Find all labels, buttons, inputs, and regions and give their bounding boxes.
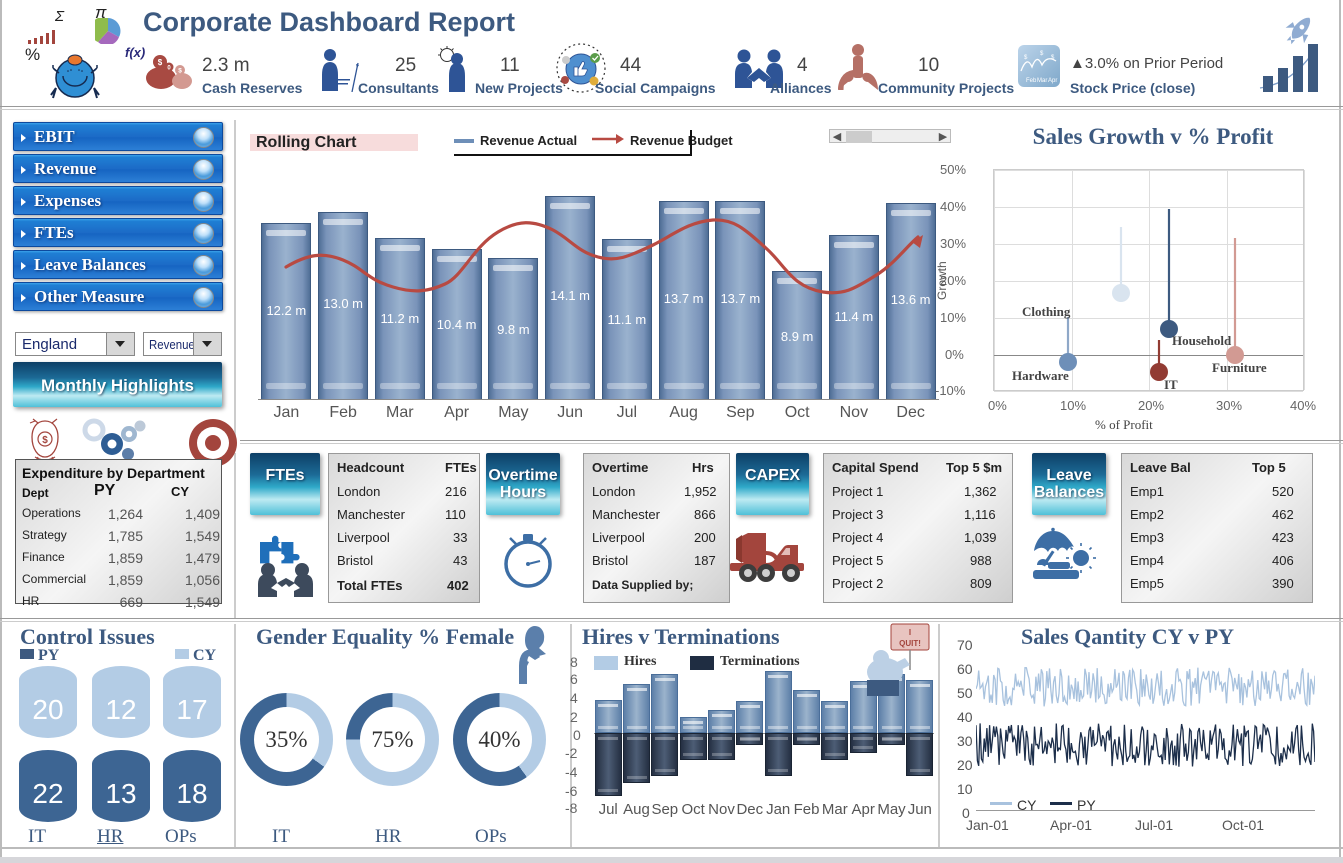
svg-text:QUIT!: QUIT! [899,639,921,648]
svg-text:$: $ [178,68,182,75]
svg-text:I: I [909,628,911,637]
svg-text:$: $ [42,435,48,446]
svg-text:Feb: Feb [1026,78,1037,84]
svg-text:Apr: Apr [1048,78,1057,84]
svg-text:$: $ [1024,55,1028,61]
svg-text:$: $ [158,58,163,67]
svg-text:Mar: Mar [1037,78,1047,84]
svg-text:$: $ [1040,51,1044,57]
